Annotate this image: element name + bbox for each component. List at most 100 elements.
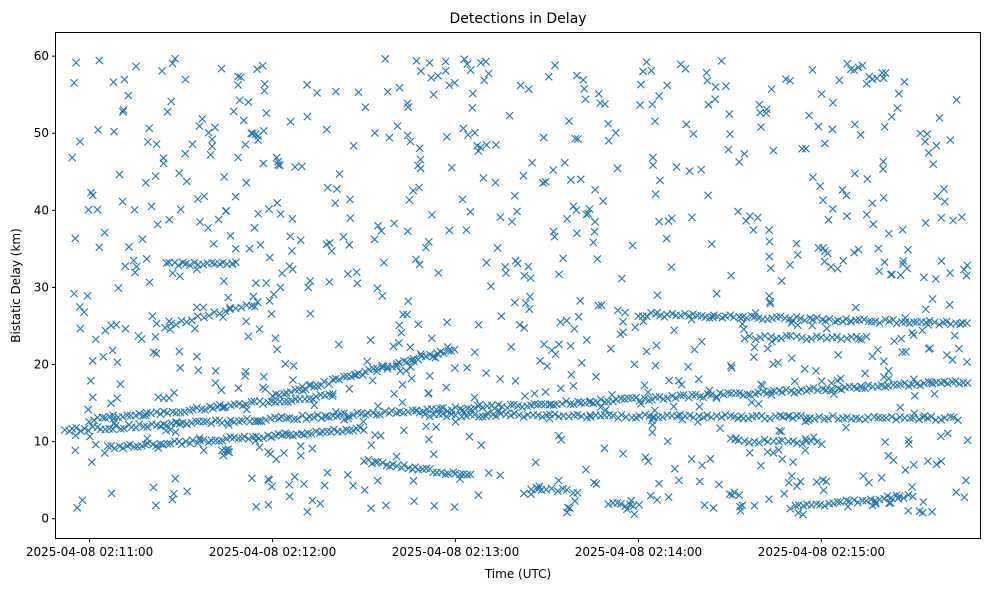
data-point xyxy=(359,426,368,435)
data-point xyxy=(798,439,807,448)
data-point xyxy=(234,80,243,89)
data-point xyxy=(745,448,754,457)
data-point xyxy=(869,220,878,229)
data-point xyxy=(820,257,829,266)
data-point xyxy=(880,258,889,267)
data-point xyxy=(400,356,409,365)
data-point xyxy=(572,229,581,238)
data-point xyxy=(724,388,733,397)
data-point xyxy=(699,393,708,402)
data-point xyxy=(110,127,119,136)
data-point xyxy=(556,384,565,393)
data-point xyxy=(165,215,174,224)
data-point xyxy=(929,160,938,169)
data-point xyxy=(171,54,180,63)
data-point xyxy=(815,412,824,421)
data-point xyxy=(254,209,263,218)
data-point xyxy=(468,103,477,112)
data-point xyxy=(76,324,85,333)
data-point xyxy=(219,403,228,412)
data-point xyxy=(492,140,501,149)
data-point xyxy=(392,359,401,368)
data-point xyxy=(566,342,575,351)
data-point xyxy=(963,378,972,387)
data-point xyxy=(763,315,772,324)
data-point xyxy=(443,318,452,327)
data-point xyxy=(280,389,289,398)
data-point xyxy=(259,434,268,443)
data-point xyxy=(884,366,893,375)
data-point xyxy=(942,317,951,326)
data-point xyxy=(296,451,305,460)
data-point xyxy=(68,153,77,162)
data-point xyxy=(842,413,851,422)
data-point xyxy=(451,411,460,420)
data-point xyxy=(859,471,868,480)
data-point xyxy=(908,328,917,337)
data-point xyxy=(506,400,515,409)
data-point xyxy=(129,256,138,265)
data-point xyxy=(663,81,672,90)
data-point xyxy=(576,296,585,305)
data-point xyxy=(181,437,190,446)
data-point xyxy=(276,283,285,292)
data-point xyxy=(533,411,542,420)
data-point xyxy=(162,426,171,435)
data-point xyxy=(873,345,882,354)
data-point xyxy=(818,315,827,324)
data-point xyxy=(672,162,681,171)
data-point xyxy=(898,225,907,234)
data-point xyxy=(354,88,363,97)
data-point xyxy=(520,392,529,401)
data-point xyxy=(808,65,817,74)
data-point xyxy=(565,117,574,126)
data-point xyxy=(496,213,505,222)
data-point xyxy=(648,420,657,429)
data-point xyxy=(850,169,859,178)
data-point xyxy=(946,269,955,278)
data-point xyxy=(544,72,553,81)
data-point xyxy=(87,458,96,467)
data-point xyxy=(192,265,201,274)
data-point xyxy=(307,429,316,438)
data-point xyxy=(725,110,734,119)
data-point xyxy=(756,108,765,117)
data-point xyxy=(278,269,287,278)
data-point xyxy=(824,215,833,224)
data-point xyxy=(411,255,420,264)
data-point xyxy=(557,435,566,444)
data-point xyxy=(412,406,421,415)
data-point xyxy=(732,389,741,398)
data-point xyxy=(210,308,219,317)
data-point xyxy=(884,381,893,390)
data-point xyxy=(842,191,851,200)
data-point xyxy=(183,487,192,496)
data-point xyxy=(234,153,243,162)
data-point xyxy=(123,441,132,450)
data-point xyxy=(476,400,484,409)
data-point xyxy=(141,411,150,420)
data-point xyxy=(103,442,112,451)
data-point xyxy=(571,134,580,143)
data-point xyxy=(308,496,317,505)
data-point xyxy=(909,375,918,384)
data-point xyxy=(479,174,488,182)
data-point xyxy=(892,415,901,424)
data-point xyxy=(556,318,565,327)
data-point xyxy=(887,412,896,421)
data-point xyxy=(792,313,801,321)
data-point xyxy=(949,413,958,422)
data-point xyxy=(387,406,396,415)
data-point xyxy=(451,403,460,412)
data-point xyxy=(839,256,848,265)
data-point xyxy=(623,505,632,514)
data-point xyxy=(389,342,398,351)
data-point xyxy=(648,100,657,109)
data-point xyxy=(904,490,913,499)
data-point xyxy=(507,342,516,351)
data-point xyxy=(935,320,944,329)
data-point xyxy=(539,133,548,142)
data-point xyxy=(919,273,928,282)
data-point xyxy=(210,123,219,132)
data-point xyxy=(340,409,349,418)
